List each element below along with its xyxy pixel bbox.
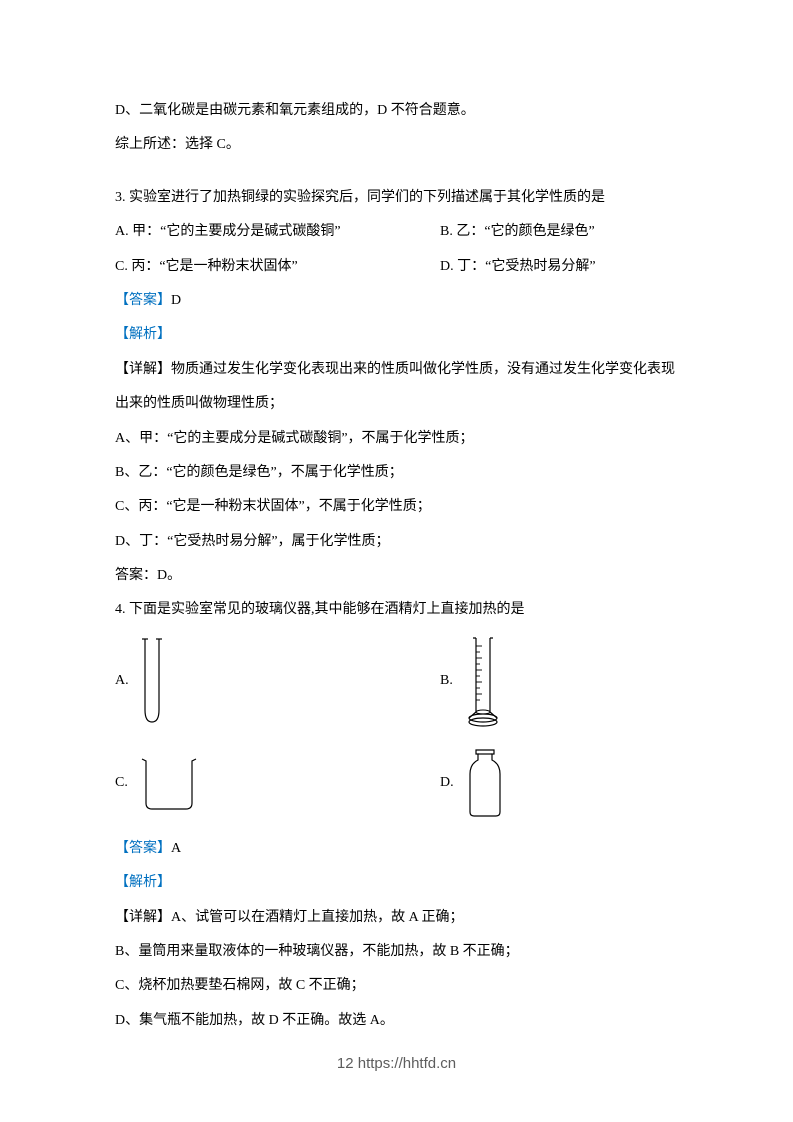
q4-row-cd: C. D.: [115, 746, 678, 820]
q3-answer-label: 【答案】: [115, 293, 171, 308]
q4-analysis: 【解析】: [115, 872, 678, 894]
q3-stem: 3. 实验室进行了加热铜绿的实验探究后，同学们的下列描述属于其化学性质的是: [115, 187, 678, 209]
q4-expl-a: 【详解】A、试管可以在酒精灯上直接加热，故 A 正确；: [115, 907, 678, 929]
q3-opt-d: D. 丁：“它受热时易分解”: [440, 256, 596, 278]
q3-final: 答案：D。: [115, 565, 678, 587]
q4-expl-b: B、量筒用来量取液体的一种玻璃仪器，不能加热，故 B 不正确；: [115, 941, 678, 963]
q4-answer-label: 【答案】: [115, 841, 171, 856]
para-d-co2: D、二氧化碳是由碳元素和氧元素组成的，D 不符合题意。: [115, 100, 678, 122]
q4-expl-c: C、烧杯加热要垫石棉网，故 C 不正确；: [115, 975, 678, 997]
beaker-icon: [136, 753, 202, 813]
q4-row-ab: A. B.: [115, 634, 678, 728]
page-footer: 12 https://hhtfd.cn: [0, 1055, 793, 1072]
q3-opt-b: B. 乙：“它的颜色是绿色”: [440, 221, 595, 243]
q3-expl-b: B、乙：“它的颜色是绿色”，不属于化学性质；: [115, 462, 678, 484]
q4-label-c: C.: [115, 775, 128, 791]
q4-label-a: A.: [115, 673, 129, 689]
q3-expl-c: C、丙：“它是一种粉末状固体”，不属于化学性质；: [115, 496, 678, 518]
q3-analysis: 【解析】: [115, 324, 678, 346]
q4-stem: 4. 下面是实验室常见的玻璃仪器,其中能够在酒精灯上直接加热的是: [115, 599, 678, 621]
para-conclusion: 综上所述：选择 C。: [115, 134, 678, 156]
q3-opt-a: A. 甲：“它的主要成分是碱式碳酸铜”: [115, 221, 440, 243]
q4-label-d: D.: [440, 775, 454, 791]
q3-row-ab: A. 甲：“它的主要成分是碱式碳酸铜” B. 乙：“它的颜色是绿色”: [115, 221, 678, 243]
q3-opt-c: C. 丙：“它是一种粉末状固体”: [115, 256, 440, 278]
q3-expl-d: D、丁：“它受热时易分解”，属于化学性质；: [115, 531, 678, 553]
q3-row-cd: C. 丙：“它是一种粉末状固体” D. 丁：“它受热时易分解”: [115, 256, 678, 278]
q4-analysis-label: 【解析】: [115, 875, 171, 890]
test-tube-icon: [137, 636, 167, 726]
graduated-cylinder-icon: [461, 634, 505, 728]
q3-detail-2: 出来的性质叫做物理性质；: [115, 393, 678, 415]
q3-expl-a: A、甲：“它的主要成分是碱式碳酸铜”，不属于化学性质；: [115, 428, 678, 450]
q4-answer: 【答案】A: [115, 838, 678, 860]
q3-detail-1: 【详解】物质通过发生化学变化表现出来的性质叫做化学性质，没有通过发生化学变化表现: [115, 359, 678, 381]
q3-answer-value: D: [171, 293, 181, 308]
q4-label-b: B.: [440, 673, 453, 689]
q3-analysis-label: 【解析】: [115, 327, 171, 342]
q3-answer: 【答案】D: [115, 290, 678, 312]
q4-answer-value: A: [171, 841, 181, 856]
gas-bottle-icon: [462, 746, 508, 820]
q4-expl-d: D、集气瓶不能加热，故 D 不正确。故选 A。: [115, 1010, 678, 1032]
